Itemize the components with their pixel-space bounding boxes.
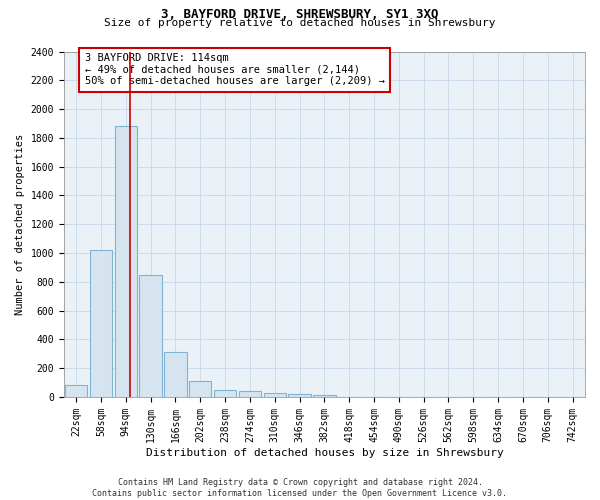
Bar bbox=[289, 394, 311, 397]
Text: Size of property relative to detached houses in Shrewsbury: Size of property relative to detached ho… bbox=[104, 18, 496, 28]
Y-axis label: Number of detached properties: Number of detached properties bbox=[15, 134, 25, 315]
Text: 3, BAYFORD DRIVE, SHREWSBURY, SY1 3XQ: 3, BAYFORD DRIVE, SHREWSBURY, SY1 3XQ bbox=[161, 8, 439, 20]
Bar bbox=[214, 390, 236, 397]
Bar bbox=[189, 381, 211, 397]
Bar bbox=[115, 126, 137, 397]
Bar bbox=[263, 394, 286, 397]
Bar bbox=[239, 391, 261, 397]
Bar bbox=[164, 352, 187, 397]
Bar bbox=[65, 386, 88, 397]
Text: Contains HM Land Registry data © Crown copyright and database right 2024.
Contai: Contains HM Land Registry data © Crown c… bbox=[92, 478, 508, 498]
X-axis label: Distribution of detached houses by size in Shrewsbury: Distribution of detached houses by size … bbox=[146, 448, 503, 458]
Bar bbox=[139, 274, 162, 397]
Text: 3 BAYFORD DRIVE: 114sqm
← 49% of detached houses are smaller (2,144)
50% of semi: 3 BAYFORD DRIVE: 114sqm ← 49% of detache… bbox=[85, 53, 385, 86]
Bar bbox=[313, 395, 335, 397]
Bar bbox=[90, 250, 112, 397]
